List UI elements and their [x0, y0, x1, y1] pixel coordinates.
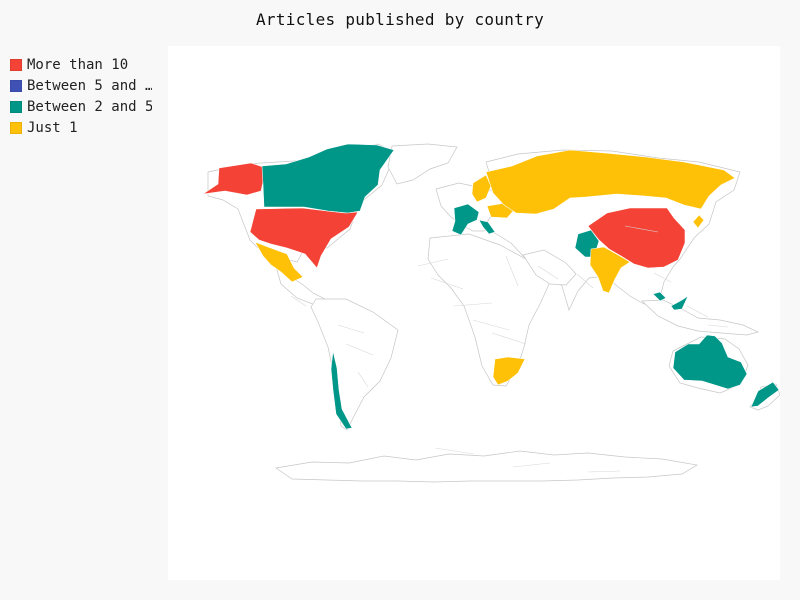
antarctica-outline — [275, 450, 698, 483]
country-malaysia[interactable] — [652, 291, 667, 302]
legend-swatch-more-than-10 — [10, 58, 22, 71]
country-western-europe[interactable] — [451, 203, 480, 236]
legend-label-just-1: Just 1 — [27, 119, 78, 136]
country-canada[interactable] — [261, 143, 395, 214]
country-russia[interactable] — [485, 149, 736, 215]
legend: More than 10 Between 5 and … Between 2 a… — [10, 54, 160, 138]
chart-title: Articles published by country — [255, 10, 545, 29]
country-layer — [202, 143, 780, 430]
legend-swatch-between-5-and-10 — [10, 79, 22, 92]
legend-item-between-5-and-10[interactable]: Between 5 and … — [10, 75, 160, 96]
country-italy[interactable] — [478, 219, 496, 235]
country-borders — [290, 225, 729, 473]
south-america-outline — [310, 298, 399, 431]
country-chile[interactable] — [330, 350, 353, 430]
legend-swatch-just-1 — [10, 121, 22, 134]
country-norway-sweden[interactable] — [471, 174, 492, 203]
country-mexico[interactable] — [254, 241, 304, 283]
southeast-asia-islands-outline — [641, 299, 760, 336]
greenland-outline — [387, 143, 458, 185]
legend-label-between-5-and-10: Between 5 and … — [27, 77, 152, 94]
legend-item-between-2-and-5[interactable]: Between 2 and 5 — [10, 96, 160, 117]
country-usa-alaska[interactable] — [202, 162, 267, 196]
world-map-panel — [168, 46, 780, 580]
legend-label-more-than-10: More than 10 — [27, 56, 129, 73]
country-china[interactable] — [587, 207, 686, 269]
legend-item-just-1[interactable]: Just 1 — [10, 117, 160, 138]
country-philippines-indonesia[interactable] — [670, 295, 689, 311]
legend-item-more-than-10[interactable]: More than 10 — [10, 54, 160, 75]
country-new-zealand[interactable] — [750, 381, 780, 408]
legend-label-between-2-and-5: Between 2 and 5 — [27, 98, 152, 115]
country-australia[interactable] — [672, 334, 748, 390]
country-south-africa[interactable] — [492, 356, 526, 386]
country-japan[interactable] — [692, 214, 705, 229]
world-map-svg — [202, 143, 780, 483]
arabia-outline — [522, 249, 577, 286]
legend-swatch-between-2-and-5 — [10, 100, 22, 113]
country-india[interactable] — [589, 246, 631, 294]
